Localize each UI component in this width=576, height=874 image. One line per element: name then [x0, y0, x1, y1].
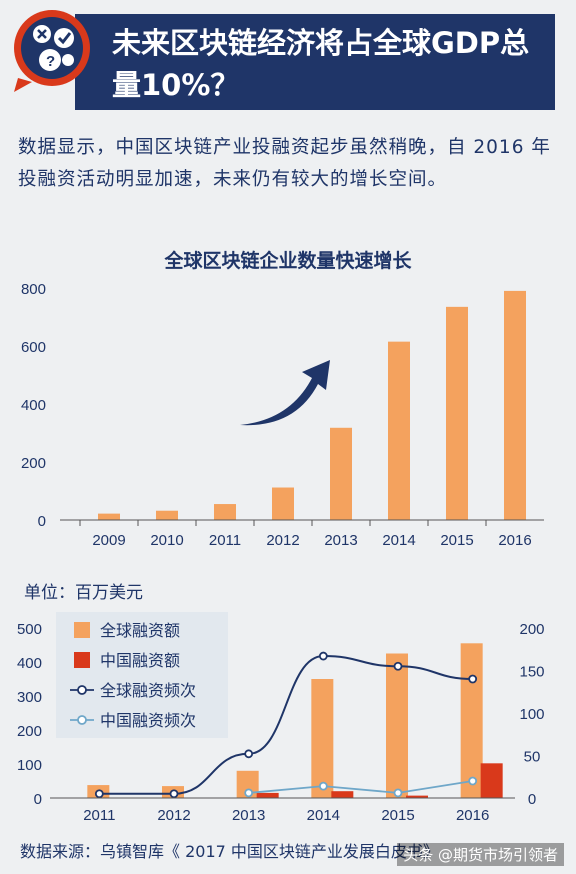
legend-swatch [74, 652, 90, 668]
bar [330, 427, 352, 520]
legend-marker [77, 715, 87, 725]
left-y-tick-label: 300 [17, 689, 42, 706]
left-y-tick-label: 400 [17, 655, 42, 672]
x-tick-label: 2012 [157, 807, 190, 824]
point-global-frequency [169, 789, 179, 799]
point-china-frequency [318, 781, 328, 791]
bar [388, 341, 410, 520]
left-y-tick-label: 200 [17, 723, 42, 740]
x-tick-label: 2010 [150, 532, 183, 549]
line-china-frequency [248, 780, 473, 794]
title-banner [75, 14, 555, 110]
y-tick-label: 200 [21, 455, 46, 472]
company-count-chart: 0 200 400 600 800 2009 2010 2011 2012 2013 2014 20… [21, 281, 544, 549]
point-global-frequency [94, 789, 104, 799]
point-china-frequency [468, 776, 478, 786]
bar [98, 513, 120, 520]
x-tick-label: 2011 [209, 532, 241, 549]
bar-global-financing [386, 653, 408, 798]
source-note: 数据来源：乌镇智库《 2017 中国区块链产业发展白皮书》 [20, 842, 439, 861]
y-tick-label: 400 [21, 397, 46, 414]
right-y-tick-label: 50 [524, 749, 541, 766]
left-y-tick-label: 500 [17, 621, 42, 638]
chart1-title: 全球区块链企业数量快速增长 [164, 250, 412, 272]
right-y-tick-label: 100 [519, 706, 544, 723]
financing-chart: 0 100 200 300 400 500 0 50 100 150 200 2011 2012 20… [17, 612, 545, 824]
x-tick-label: 2016 [498, 532, 531, 549]
right-y-tick-label: 150 [519, 664, 544, 681]
bar [446, 306, 468, 520]
bar-china-financing [406, 795, 428, 798]
intro-paragraph: 数据显示，中国区块链产业投融资起步虽然稍晚，自 2016 年投融资活动明显加速，… [18, 137, 551, 190]
legend-label: 中国融资额 [100, 652, 180, 670]
legend-label: 全球融资额 [100, 622, 180, 640]
bar [214, 504, 236, 520]
point-global-frequency [468, 674, 478, 684]
quiz-icon: ? [14, 10, 90, 92]
legend-label: 中国融资频次 [100, 712, 196, 730]
legend-label: 全球融资频次 [100, 682, 196, 700]
bar [272, 487, 294, 520]
x-tick-label: 2013 [232, 807, 265, 824]
svg-text:?: ? [46, 53, 55, 70]
watermark: 头条 @期货市场引领者 [397, 843, 564, 866]
right-y-tick-label: 0 [528, 791, 536, 808]
x-tick-label: 2015 [440, 532, 473, 549]
bar [156, 510, 178, 520]
y-tick-label: 800 [21, 281, 46, 298]
growth-arrow-icon [240, 360, 330, 426]
legend-marker [77, 685, 87, 695]
bar [504, 290, 526, 520]
x-tick-label: 2014 [382, 532, 415, 549]
bar-china-financing [256, 792, 279, 798]
right-y-tick-label: 200 [519, 621, 544, 638]
x-tick-label: 2015 [381, 807, 414, 824]
header-band [0, 0, 576, 10]
x-tick-label: 2014 [307, 807, 340, 824]
point-china-frequency [393, 788, 403, 798]
point-global-frequency [244, 749, 254, 759]
point-global-frequency [393, 661, 403, 671]
y-tick-label: 600 [21, 339, 46, 356]
x-tick-label: 2013 [324, 532, 357, 549]
x-tick-label: 2009 [92, 532, 125, 549]
legend-swatch [74, 622, 90, 638]
y-tick-label: 0 [38, 513, 46, 530]
bar-china-financing [480, 763, 503, 798]
x-tick-label: 2016 [456, 807, 489, 824]
x-tick-label: 2011 [83, 807, 115, 824]
point-china-frequency [244, 788, 254, 798]
bar-china-financing [331, 791, 354, 798]
unit-label: 单位：百万美元 [24, 583, 143, 603]
point-global-frequency [318, 651, 328, 661]
left-y-tick-label: 100 [17, 757, 42, 774]
bar-global-financing [236, 770, 259, 798]
left-y-tick-label: 0 [34, 791, 42, 808]
header: ? 未来区块链经济将占全球GDP总量10%？ [0, 0, 576, 118]
bar-global-financing [311, 679, 334, 798]
bar-global-financing [460, 643, 483, 798]
page-title: 未来区块链经济将占全球GDP总量10%？ [112, 26, 530, 102]
x-tick-label: 2012 [266, 532, 299, 549]
